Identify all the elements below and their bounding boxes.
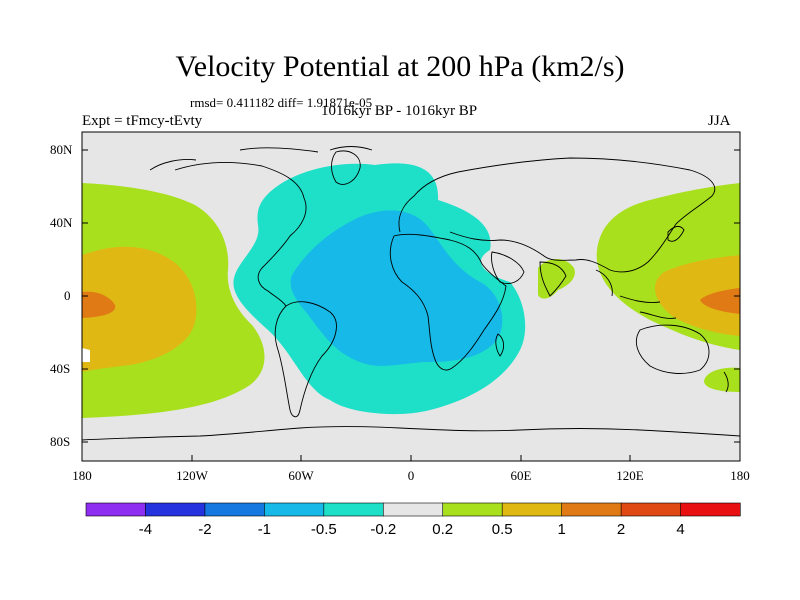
colorbar-swatch: [323, 502, 384, 517]
x-tick-label: 120E: [616, 468, 644, 483]
colorbar-swatch: [442, 502, 503, 517]
coast-japan: [667, 225, 685, 242]
period-label: 1016kyr BP - 1016kyr BP: [321, 103, 478, 119]
colorbar-swatch: [561, 502, 622, 517]
y-tick-label: 40N: [50, 215, 73, 230]
coast-africa: [389, 233, 507, 371]
coast-southeast-asia: [595, 269, 677, 319]
coast-south-america: [274, 301, 337, 418]
x-tick-label: 120W: [176, 468, 209, 483]
contour-negative-inner: [290, 210, 503, 366]
stats-label: rmsd= 0.411182 diff= 1.91871e-05: [190, 95, 373, 110]
colorbar-label: -0.5: [311, 521, 337, 538]
contour-fill-layer: [82, 163, 740, 418]
x-tick-label: 0: [408, 468, 415, 483]
colorbar: -4 -2 -1 -0.5 -0.2 0.2 0.5 1 2 4: [85, 502, 741, 538]
x-tick-label: 60W: [288, 468, 314, 483]
colorbar-swatch: [264, 502, 325, 517]
y-tick-label: 80N: [50, 142, 73, 157]
coast-europe-asia: [398, 157, 716, 273]
coast-madagascar: [495, 333, 505, 357]
y-tick-label: 80S: [50, 434, 70, 449]
contour-high-east-pacific: [700, 288, 740, 314]
contour-mid-west-pacific: [82, 246, 197, 372]
y-tick-label: 0: [64, 288, 71, 303]
colorbar-swatch: [204, 502, 265, 517]
x-axis-labels: 180 120W 60W 0 60E 120E 180: [72, 468, 750, 483]
colorbar-swatch: [620, 502, 682, 517]
colorbar-label: 1: [557, 521, 565, 538]
experiment-label: Expt = tFmcy-tEvty: [82, 113, 203, 129]
colorbar-label: 4: [676, 521, 684, 538]
coast-antarctica: [82, 426, 740, 441]
x-tick-label: 60E: [511, 468, 532, 483]
coast-arabia: [491, 251, 525, 284]
coast-australia: [636, 324, 710, 374]
colorbar-label: 0.2: [432, 521, 453, 538]
colorbar-label: 2: [617, 521, 625, 538]
colorbar-swatch: [382, 502, 444, 517]
colorbar-label: -1: [258, 521, 271, 538]
contour-mid-east-pacific: [654, 255, 740, 336]
colorbar-label: -4: [139, 521, 152, 538]
colorbar-label: -2: [198, 521, 211, 538]
x-tick-label: 180: [730, 468, 750, 483]
coastlines: [82, 146, 740, 441]
contour-high-west-pacific: [82, 291, 116, 318]
contour-positive-southeast: [704, 367, 740, 392]
chart-title: Velocity Potential at 200 hPa (km2/s): [175, 50, 625, 83]
colorbar-label: -0.2: [370, 521, 396, 538]
coast-india: [539, 261, 567, 297]
y-axis-ticks: [82, 149, 740, 443]
season-label: JJA: [708, 113, 731, 129]
contour-india-positive: [538, 259, 575, 299]
y-axis-labels: 80N 40N 0 40S 80S: [50, 142, 73, 449]
contour-small-patch: [82, 348, 90, 362]
colorbar-swatch: [145, 502, 206, 517]
coast-north-america: [174, 162, 307, 307]
coast-new-zealand: [723, 371, 729, 393]
x-axis-ticks: [81, 455, 741, 461]
coast-alaska-arctic: [149, 146, 373, 171]
colorbar-swatch: [85, 502, 147, 517]
colorbar-swatch: [680, 502, 741, 517]
coast-greenland: [331, 150, 361, 185]
colorbar-label: 0.5: [492, 521, 513, 538]
y-tick-label: 40S: [50, 361, 70, 376]
x-tick-label: 180: [72, 468, 92, 483]
colorbar-swatch: [501, 502, 563, 517]
